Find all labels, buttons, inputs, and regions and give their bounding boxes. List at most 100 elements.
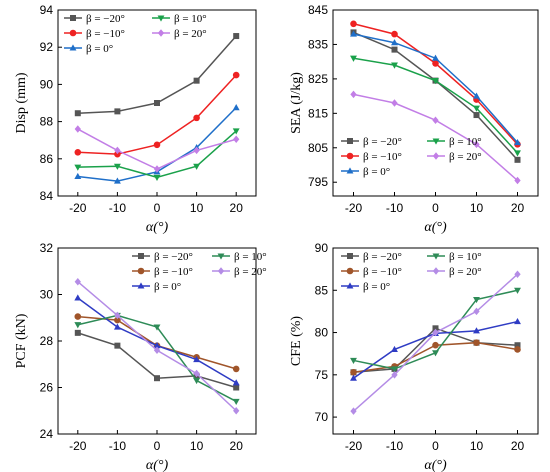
disp-legend-entry: β = −20° (86, 13, 125, 25)
disp-xtick-label: -20 (69, 201, 87, 215)
disp-data-point (232, 104, 240, 111)
sea-legend-marker (347, 138, 353, 144)
disp-ytick-label: 88 (40, 115, 54, 129)
pcf-x-axis-label: α(°) (146, 458, 169, 472)
cfe-legend-entry: β = 10° (449, 251, 482, 263)
disp-data-point (233, 135, 240, 144)
pcf-legend-marker (137, 267, 145, 275)
pcf-data-point (114, 342, 121, 349)
disp-data-point (232, 71, 240, 79)
pcf-data-point (193, 377, 201, 385)
cfe-legend-marker (346, 267, 354, 275)
sea-data-point (391, 99, 398, 107)
cfe-data-point (473, 327, 480, 334)
sea-data-point (514, 176, 521, 185)
sea-data-point (391, 62, 398, 69)
sea-xtick-label: 20 (511, 201, 525, 215)
pcf-y-axis-label: PCF (kN) (14, 313, 29, 368)
pcf-data-point (74, 277, 81, 286)
cfe-ytick-label: 70 (315, 410, 329, 424)
pcf-legend-marker (217, 253, 225, 260)
cfe-data-point (391, 345, 398, 353)
cfe-data-point (391, 366, 398, 373)
pcf-data-point (193, 369, 200, 378)
sea-ytick-label: 815 (308, 106, 328, 120)
pcf-data-point (232, 379, 240, 386)
sea-legend-entry: β = 20° (449, 151, 482, 163)
disp-data-point (74, 125, 81, 133)
cfe-data-point (350, 357, 357, 365)
cfe-legend-marker (432, 253, 440, 260)
disp-data-point (193, 146, 200, 155)
disp-data-point (193, 163, 201, 170)
cfe-y-axis-label: CFE (%) (289, 316, 304, 367)
cfe-series-3 (350, 287, 521, 373)
sea-legend-entry: β = −20° (363, 136, 402, 148)
disp-x-axis-label: α(°) (146, 220, 169, 235)
sea-data-point (514, 139, 521, 146)
chart-cfe: -20 -10 0 10 20 70 75 80 85 90 α(°) CFE (%) β = −20°… (289, 241, 539, 472)
pcf-series-0 (74, 329, 240, 391)
sea-ytick-label: 825 (308, 72, 328, 86)
sea-data-point (473, 92, 480, 99)
pcf-data-point (74, 294, 82, 301)
chart-disp: -20 -10 0 10 20 84 86 88 90 92 94 α(°) Disp (mm) β = … (14, 3, 257, 235)
sea-x-axis-label: α(°) (424, 220, 447, 235)
disp-xtick-label: 10 (190, 201, 204, 215)
sea-data-point (350, 90, 357, 99)
pcf-ytick-label: 26 (40, 381, 54, 395)
cfe-xtick-label: 20 (511, 439, 525, 453)
disp-data-point (154, 100, 160, 106)
pcf-legend-entry: β = 10° (234, 251, 267, 263)
cfe-legend-marker (432, 267, 440, 275)
cfe-xtick-label: -10 (386, 439, 404, 453)
disp-ytick-label: 90 (40, 77, 54, 91)
cfe-data-point (514, 317, 521, 325)
disp-legend: β = −20° β = −10° β = 0° β = 10° β = 20° (64, 13, 207, 55)
cfe-data-point (514, 346, 521, 353)
pcf-data-point (74, 329, 81, 336)
sea-data-point (473, 140, 480, 149)
pcf-data-point (114, 316, 121, 324)
sea-data-point (391, 39, 398, 46)
pcf-data-point (233, 407, 240, 415)
sea-series-4 (350, 90, 521, 185)
pcf-legend-entry: β = 20° (234, 266, 267, 278)
cfe-data-point (514, 287, 521, 294)
pcf-data-point (113, 323, 121, 330)
disp-series-3 (74, 128, 240, 181)
cfe-legend-entry: β = 20° (449, 266, 482, 278)
pcf-ytick-label: 30 (40, 288, 54, 302)
disp-y-axis-label: Disp (mm) (14, 72, 29, 133)
disp-xtick-label: 20 (230, 201, 244, 215)
pcf-legend: β = −20° β = −10° β = 0° β = 10° β = 20° (132, 251, 267, 293)
cfe-xtick-label: -20 (345, 439, 363, 453)
disp-data-point (193, 114, 200, 122)
sea-series-2 (350, 30, 521, 146)
cfe-data-point (350, 368, 357, 376)
sea-y-axis-label: SEA (J/kg) (289, 72, 304, 134)
cfe-ytick-label: 80 (315, 326, 329, 340)
sea-ytick-label: 845 (308, 3, 328, 17)
pcf-data-point (153, 324, 161, 331)
sea-data-point (514, 156, 521, 163)
cfe-data-point (432, 325, 439, 332)
cfe-data-point (432, 350, 439, 357)
cfe-ytick-label: 90 (315, 241, 329, 255)
pcf-data-point (114, 311, 121, 320)
disp-data-point (74, 164, 82, 171)
disp-ytick-label: 86 (40, 152, 54, 166)
cfe-xtick-label: 10 (470, 439, 484, 453)
sea-data-point (432, 78, 439, 85)
sea-data-point (432, 60, 439, 67)
pcf-data-point (154, 375, 160, 382)
sea-xtick-label: -20 (345, 201, 363, 215)
pcf-series-2 (74, 294, 240, 386)
sea-data-point (432, 54, 439, 61)
cfe-data-point (432, 328, 439, 337)
pcf-legend-marker (217, 267, 225, 275)
cfe-legend-marker (347, 253, 353, 259)
pcf-data-point (193, 356, 201, 363)
pcf-legend-entry: β = −10° (154, 266, 193, 278)
